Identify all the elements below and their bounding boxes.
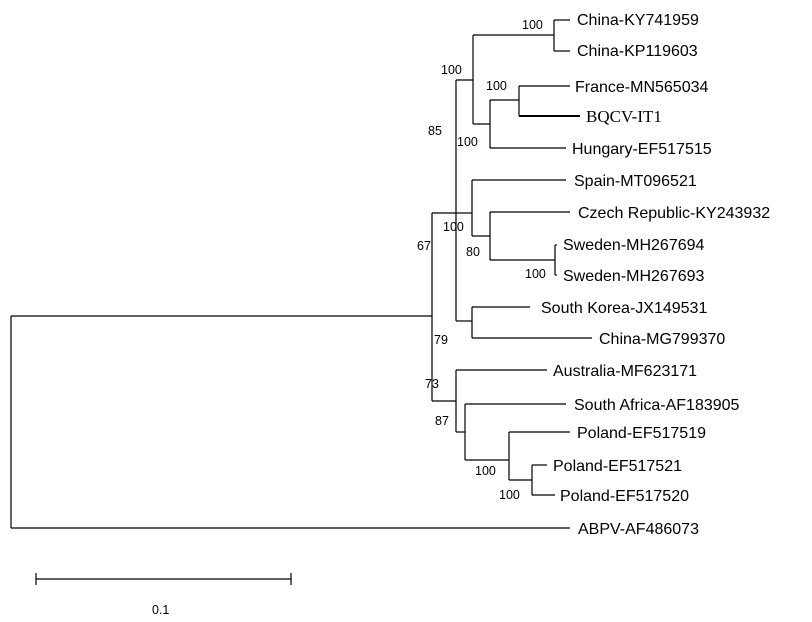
leaf-label: BQCV-IT1 bbox=[586, 107, 662, 126]
scale-bar-label: 0.1 bbox=[152, 603, 169, 617]
leaf-label: China-MG799370 bbox=[599, 331, 725, 348]
leaf-label: China-KY741959 bbox=[577, 12, 699, 29]
leaf-label: South Africa-AF183905 bbox=[574, 397, 740, 414]
scale-bar: 0.1 bbox=[35, 573, 292, 617]
bootstrap-value: 100 bbox=[522, 18, 543, 32]
bootstrap-value: 100 bbox=[457, 135, 478, 149]
bootstrap-value: 79 bbox=[434, 333, 448, 347]
leaf-label: Australia-MF623171 bbox=[553, 363, 697, 380]
leaf-label: Sweden-MH267693 bbox=[563, 268, 705, 285]
bootstrap-value: 73 bbox=[425, 377, 439, 391]
bootstrap-value: 100 bbox=[499, 488, 520, 502]
bootstrap-value: 100 bbox=[475, 464, 496, 478]
bootstrap-value: 100 bbox=[443, 220, 464, 234]
bootstrap-value: 100 bbox=[441, 63, 462, 77]
leaf-label: Spain-MT096521 bbox=[574, 173, 697, 190]
tree-branches bbox=[10, 19, 592, 529]
leaf-label: France-MN565034 bbox=[575, 79, 709, 96]
leaf-labels: China-KY741959 China-KP119603 France-MN5… bbox=[541, 12, 770, 538]
bootstrap-values: 100 100 100 100 85 67 100 80 100 79 73 8… bbox=[417, 18, 546, 502]
bootstrap-value: 85 bbox=[428, 124, 442, 138]
leaf-label: Czech Republic-KY243932 bbox=[578, 205, 770, 222]
bootstrap-value: 100 bbox=[486, 79, 507, 93]
leaf-label: Poland-EF517520 bbox=[560, 488, 689, 505]
bootstrap-value: 100 bbox=[525, 267, 546, 281]
bootstrap-value: 67 bbox=[417, 239, 431, 253]
bootstrap-value: 80 bbox=[466, 245, 480, 259]
leaf-label: China-KP119603 bbox=[577, 43, 698, 60]
leaf-label: Sweden-MH267694 bbox=[563, 237, 705, 254]
bootstrap-value: 87 bbox=[435, 414, 449, 428]
leaf-label: Poland-EF517519 bbox=[577, 425, 706, 442]
leaf-label: Poland-EF517521 bbox=[553, 458, 682, 475]
leaf-label: Hungary-EF517515 bbox=[572, 141, 712, 158]
leaf-label: ABPV-AF486073 bbox=[578, 521, 699, 538]
leaf-label: South Korea-JX149531 bbox=[541, 300, 707, 317]
